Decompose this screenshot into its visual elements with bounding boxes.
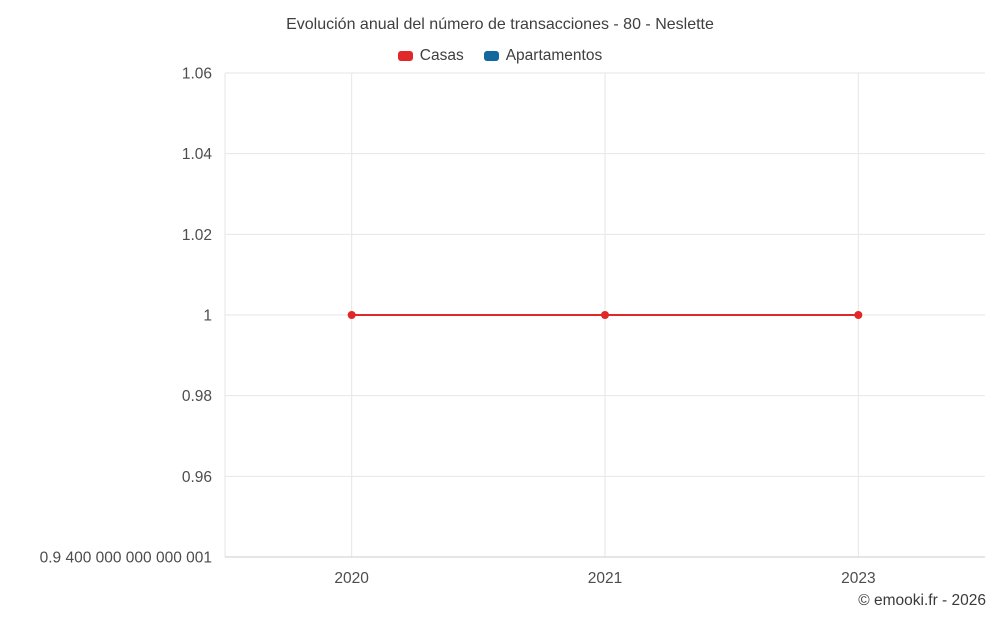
data-point (854, 311, 863, 319)
legend-label-apartamentos: Apartamentos (505, 47, 603, 64)
legend-marker (483, 51, 499, 61)
legend-marker (397, 51, 413, 61)
legend-item-apartamentos[interactable]: Apartamentos (483, 47, 603, 65)
x-tick-label: 2021 (588, 570, 622, 587)
y-tick-label: 0.96 (182, 469, 212, 486)
legend-item-casas[interactable]: Casas (397, 47, 464, 65)
copyright-footer: © emooki.fr - 2026 (858, 592, 986, 609)
data-point (347, 311, 356, 319)
chart-title: Evolución anual del número de transaccio… (286, 16, 714, 33)
legend: Casas Apartamentos (0, 47, 1000, 65)
y-tick-label: 0.9 400 000 000 000 001 (40, 550, 212, 567)
y-tick-label: 1.02 (182, 227, 212, 244)
legend-label-casas: Casas (419, 47, 464, 64)
x-tick-label: 2020 (334, 570, 369, 587)
y-tick-label: 1.06 (182, 66, 212, 83)
x-tick-label: 2023 (841, 570, 875, 587)
y-tick-label: 1 (203, 308, 212, 325)
data-point (601, 311, 609, 319)
y-tick-label: 0.98 (182, 388, 212, 405)
y-tick-label: 1.04 (182, 146, 213, 163)
